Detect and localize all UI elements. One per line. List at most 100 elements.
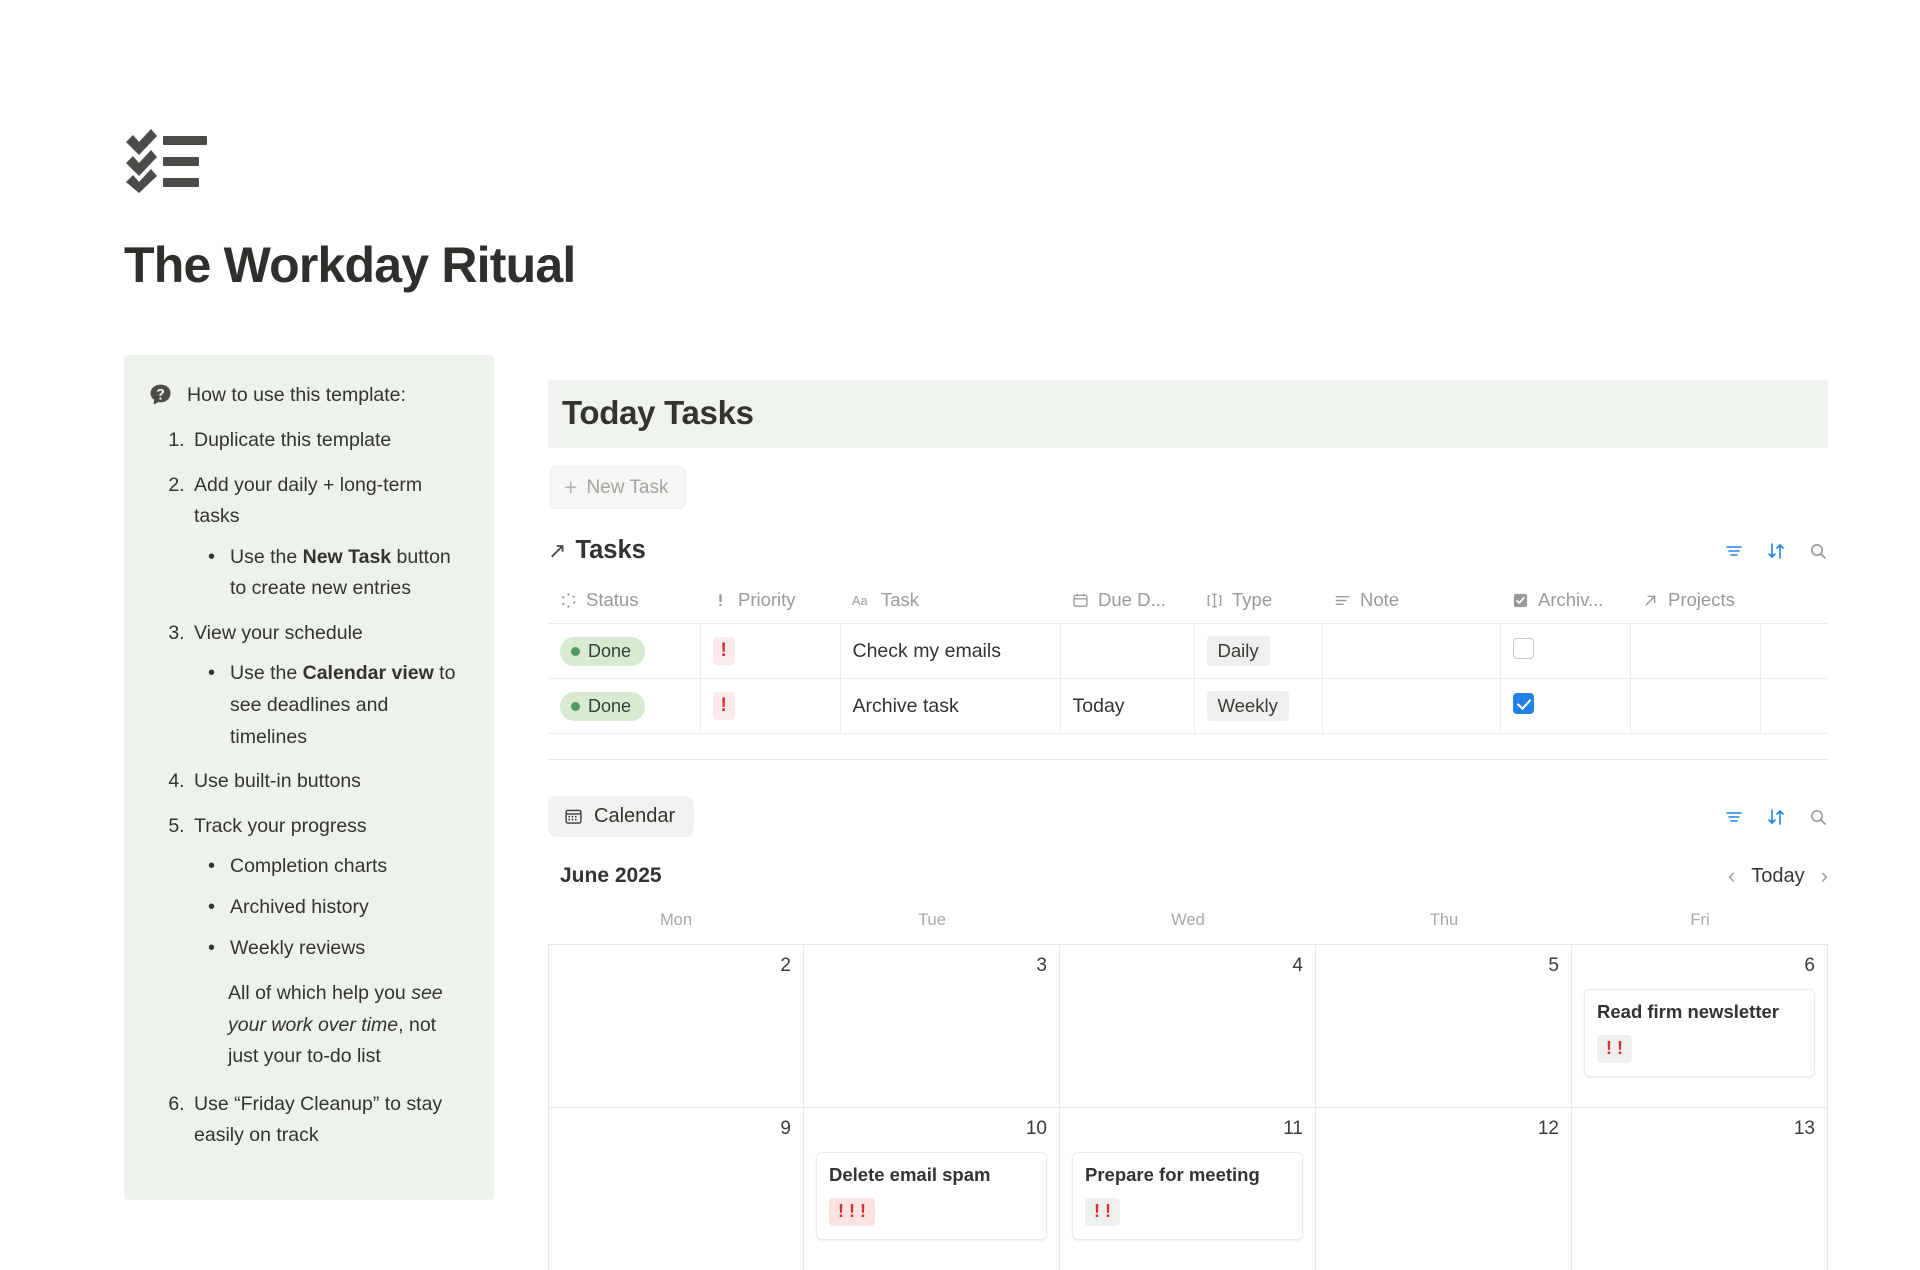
chevron-left-icon[interactable]: ‹	[1727, 863, 1736, 888]
priority-badge: !	[712, 636, 735, 666]
cell-priority[interactable]: !	[700, 678, 841, 734]
cell-note[interactable]	[1322, 678, 1501, 734]
calendar-week-row: 2 3 4 5 6 Read firm newsletter ! !	[548, 944, 1828, 1107]
calendar-toolbar: Calendar	[548, 796, 1828, 837]
column-header-status[interactable]: Status	[548, 581, 700, 624]
cell-type[interactable]: Daily	[1194, 623, 1323, 679]
cell-status[interactable]: Done	[548, 678, 701, 734]
cell-projects[interactable]	[1630, 678, 1761, 734]
chevron-right-icon[interactable]: ›	[1820, 863, 1828, 888]
table-row[interactable]: Done ! Archive task Today Weekly	[548, 678, 1828, 734]
day-number: 11	[1283, 1118, 1303, 1139]
calendar-month-label: June 2025	[560, 864, 662, 887]
calendar-day-cell[interactable]: 9	[548, 1108, 804, 1270]
new-task-button[interactable]: + New Task	[550, 466, 687, 509]
column-header-priority[interactable]: Priority	[700, 581, 840, 624]
status-dot	[571, 646, 580, 656]
sort-icon[interactable]	[1766, 807, 1786, 827]
day-number: 12	[1537, 1118, 1559, 1139]
archived-checkbox[interactable]	[1512, 637, 1534, 659]
checklist-icon	[126, 129, 207, 193]
column-header-archived[interactable]: Archiv...	[1500, 581, 1630, 624]
day-name: Mon	[659, 911, 693, 929]
calendar-day-names: Mon Tue Wed Thu Fri	[548, 911, 1828, 944]
column-header-projects[interactable]: Projects	[1630, 581, 1760, 624]
day-number: 6	[1804, 955, 1815, 976]
calendar-day-cell[interactable]: 11 Prepare for meeting ! !	[1060, 1108, 1316, 1270]
event-priority-badge: ! !	[1085, 1198, 1120, 1226]
main-content: Today Tasks + New Task ↗ Tasks	[548, 380, 1828, 1270]
cell-task[interactable]: Check my emails	[840, 623, 1061, 679]
event-priority-badge: ! !	[1597, 1035, 1632, 1063]
cell-note[interactable]	[1322, 623, 1501, 679]
column-header-type[interactable]: Type	[1194, 581, 1322, 624]
search-icon[interactable]	[1808, 807, 1828, 827]
calendar-navigation: June 2025 ‹ Today ›	[548, 863, 1828, 889]
archived-checkbox[interactable]	[1512, 692, 1534, 714]
step-label: Duplicate this template	[194, 429, 392, 451]
event-title: Read firm newsletter	[1597, 1001, 1779, 1022]
column-header-task[interactable]: Aa Task	[840, 581, 1060, 624]
day-name: Wed	[1171, 911, 1205, 929]
document-header: The Workday Ritual	[124, 128, 576, 293]
calendar-day-cell[interactable]: 13	[1572, 1108, 1828, 1270]
table-row[interactable]: Done ! Check my emails Daily	[548, 623, 1828, 679]
calendar-chip-label: Calendar	[594, 805, 676, 827]
calendar-day-cell[interactable]: 3	[804, 945, 1060, 1107]
day-number: 3	[1036, 955, 1047, 976]
column-header-note[interactable]: Note	[1322, 581, 1500, 624]
checkbox-icon	[1513, 593, 1528, 607]
cell-archived[interactable]	[1500, 623, 1631, 679]
day-name: Tue	[918, 911, 946, 929]
filter-icon[interactable]	[1724, 541, 1744, 561]
today-button[interactable]: Today	[1751, 864, 1805, 887]
status-badge: Done	[560, 691, 646, 721]
new-task-label: New Task	[586, 476, 669, 498]
calendar-day-cell[interactable]: 5	[1316, 945, 1572, 1107]
day-number: 9	[780, 1118, 791, 1139]
calendar-event-card[interactable]: Read firm newsletter ! !	[1584, 989, 1815, 1077]
sub-list: Use the New Task button to create new en…	[194, 541, 466, 605]
database-title[interactable]: ↗ Tasks	[548, 536, 646, 565]
column-header-spacer	[1760, 581, 1828, 624]
text-lines-icon	[1335, 595, 1350, 605]
day-number: 2	[780, 955, 791, 976]
step-label: Track your progress	[194, 814, 367, 837]
cell-due-date[interactable]	[1060, 623, 1195, 679]
new-task-emphasis: New Task	[302, 545, 392, 568]
day-number: 13	[1793, 1118, 1815, 1139]
calendar-nav-controls: ‹ Today ›	[1728, 863, 1828, 889]
calendar-day-cell[interactable]: 2	[548, 945, 804, 1107]
calendar-day-cell[interactable]: 4	[1060, 945, 1316, 1107]
cell-projects[interactable]	[1630, 623, 1761, 679]
arrow-up-right-icon	[1645, 595, 1656, 606]
cell-priority[interactable]: !	[700, 623, 841, 679]
calendar-day-cell[interactable]: 10 Delete email spam ! ! !	[804, 1108, 1060, 1270]
sort-icon[interactable]	[1766, 541, 1786, 561]
status-dotted-circle-icon	[561, 592, 576, 608]
cell-archived[interactable]	[1500, 678, 1631, 734]
calendar-day-cell[interactable]: 6 Read firm newsletter ! !	[1572, 945, 1828, 1107]
filter-icon[interactable]	[1724, 807, 1744, 827]
list-item: Use “Friday Cleanup” to stay easily on t…	[190, 1089, 466, 1152]
list-item: Completion charts	[208, 850, 466, 883]
exclamation-icon	[719, 593, 722, 606]
day-number: 4	[1292, 955, 1303, 976]
cell-status[interactable]: Done	[548, 623, 701, 679]
cell-due-date[interactable]: Today	[1060, 678, 1195, 734]
cell-type[interactable]: Weekly	[1194, 678, 1323, 734]
tasks-table: Status Priority Aa Task Due D... Type	[548, 581, 1828, 760]
step-label: Use “Friday Cleanup” to stay easily on t…	[194, 1092, 443, 1147]
sub-list: Completion charts Archived history Weekl…	[194, 850, 466, 964]
event-priority-badge: ! ! !	[829, 1198, 875, 1226]
calendar-event-card[interactable]: Delete email spam ! ! !	[816, 1152, 1047, 1240]
search-icon[interactable]	[1808, 541, 1828, 561]
calendar-view-chip[interactable]: Calendar	[548, 796, 695, 837]
cell-task[interactable]: Archive task	[840, 678, 1061, 734]
list-item: Duplicate this template	[190, 425, 466, 457]
calendar-view-emphasis: Calendar view	[302, 662, 434, 685]
calendar-event-card[interactable]: Prepare for meeting ! !	[1072, 1152, 1303, 1240]
column-header-due-date[interactable]: Due D...	[1060, 581, 1194, 624]
calendar-day-cell[interactable]: 12	[1316, 1108, 1572, 1270]
svg-text:Aa: Aa	[852, 593, 868, 608]
